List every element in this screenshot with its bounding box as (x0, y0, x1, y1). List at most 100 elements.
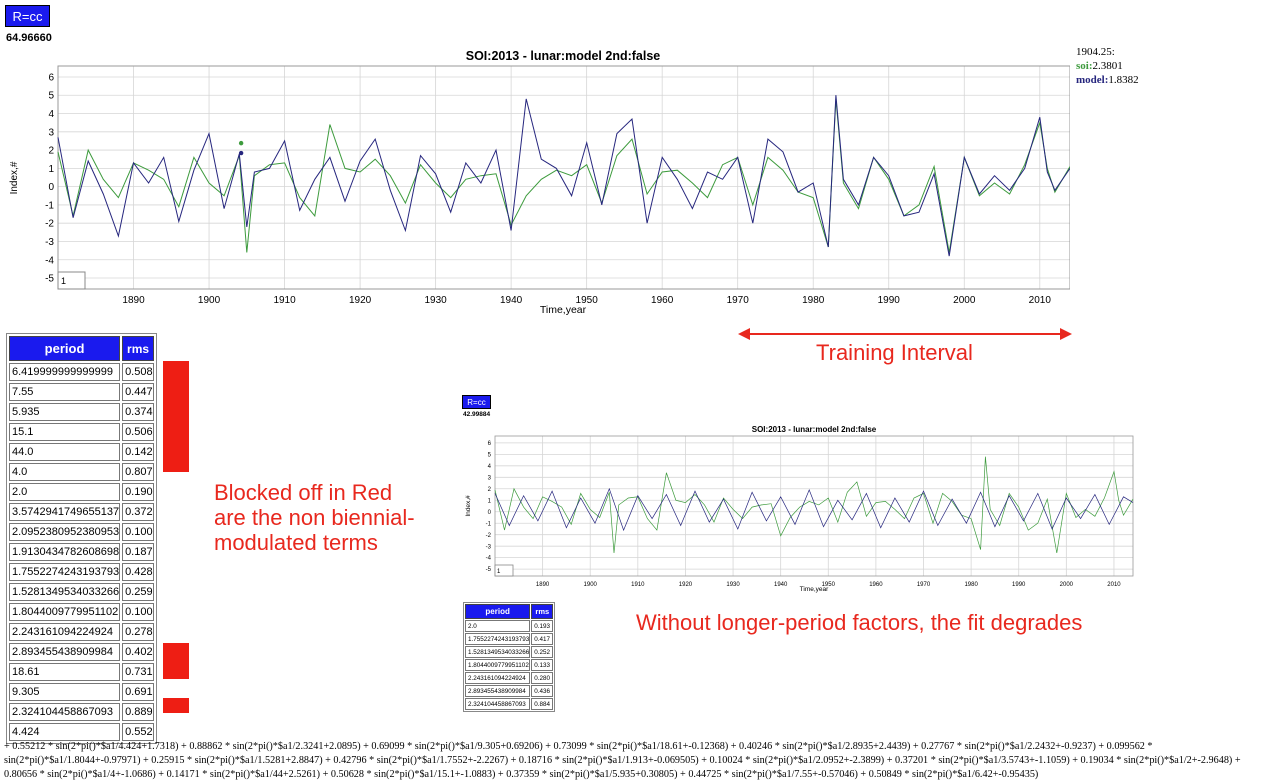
inset-col-header-rms: rms (531, 604, 554, 619)
inset-r-value: 42.99884 (463, 411, 491, 418)
main-table-row: 3.5742941749655137 0.372 (9, 503, 155, 521)
inset-y-axis-label: Index,# (465, 495, 472, 517)
inset-xtick-label: 1940 (774, 582, 788, 588)
main-table-rms-cell: 0.889 (122, 703, 155, 721)
inset-rcc-button[interactable]: R=cc (462, 395, 491, 409)
main-table-rms-cell: 0.100 (122, 523, 155, 541)
main-table-row: 2.243161094224924 0.278 (9, 623, 155, 641)
legend-soi-row: soi:2.3801 (1076, 59, 1139, 73)
main-xtick-label: 1970 (727, 295, 750, 306)
main-period-table: period rms 6.419999999999999 0.508 7.55 0.4… (6, 333, 158, 744)
inset-xtick-label: 1950 (822, 582, 836, 588)
legend-soi-label: soi: (1076, 60, 1093, 72)
main-table-period-cell: 7.55 (9, 383, 121, 401)
inset-ytick-label: 6 (488, 441, 492, 447)
inset-table-row: 2.243161094224924 0.280 (465, 672, 554, 684)
main-corner-box[interactable] (57, 271, 86, 290)
main-ytick-label: -3 (45, 237, 54, 248)
red-block-3 (163, 698, 189, 713)
inset-table-row: 1.5281349534033266 0.252 (465, 646, 554, 658)
main-table-period-cell: 2.324104458867093 (9, 703, 121, 721)
main-table-row: 4.0 0.807 (9, 463, 155, 481)
inset-xtick-label: 1920 (679, 582, 693, 588)
main-xtick-label: 1990 (878, 295, 901, 306)
main-table-rms-cell: 0.372 (122, 503, 155, 521)
main-soi-line (57, 98, 1070, 253)
inset-xtick-label: 2010 (1107, 582, 1121, 588)
inset-xtick-label: 1960 (869, 582, 883, 588)
main-ytick-label: -2 (45, 219, 54, 230)
training-interval-arrow (738, 328, 1072, 340)
rcc-button[interactable]: R=cc (5, 5, 50, 27)
main-xtick-label: 1920 (349, 295, 372, 306)
main-table-row: 2.893455438909984 0.402 (9, 643, 155, 661)
inset-xtick-label: 1990 (1012, 582, 1026, 588)
inset-chart-title: SOI:2013 - lunar:model 2nd:false (752, 425, 877, 434)
inset-table-rms-cell: 0.436 (531, 685, 554, 697)
inset-table-row: 2.324104458867093 0.884 (465, 698, 554, 710)
main-table-period-cell: 4.0 (9, 463, 121, 481)
main-xtick-label: 1900 (198, 295, 221, 306)
main-ytick-label: -5 (45, 274, 54, 285)
inset-chart: SOI:2013 - lunar:model 2nd:false -5-4-3-… (465, 425, 1134, 593)
inset-tick-labels: -5 -4 -3 -2 -1 0 1 2 3 4 5 6 1890 1900 1910 1920 1930 194… (486, 441, 1122, 588)
main-ytick-label: -1 (45, 200, 54, 211)
main-table-period-cell: 2.893455438909984 (9, 643, 121, 661)
main-xtick-label: 1940 (500, 295, 523, 306)
main-table-row: 7.55 0.447 (9, 383, 155, 401)
inset-table-period-cell: 1.8044009779951102 (465, 659, 531, 671)
main-table-period-cell: 1.8044009779951102 (9, 603, 121, 621)
inset-table-period-cell: 1.5281349534033266 (465, 646, 531, 658)
col-header-period: period (9, 336, 121, 361)
main-xtick-label: 2000 (953, 295, 976, 306)
legend-model-row: model:1.8382 (1076, 73, 1139, 87)
col-header-rms: rms (122, 336, 155, 361)
inset-xtick-label: 1930 (726, 582, 740, 588)
legend-time: 1904.25: (1076, 46, 1115, 58)
main-table-period-cell: 2.0 (9, 483, 121, 501)
model-formula: + 0.55212 * sin(2*pi()*$a1/4.424+1.7318)… (4, 741, 1241, 780)
main-table-period-cell: 6.419999999999999 (9, 363, 121, 381)
main-chart: SOI:2013 - lunar:model 2nd:false -5-4-3-… (9, 49, 1070, 316)
main-table-rms-cell: 0.807 (122, 463, 155, 481)
inset-corner-box-text: 1 (497, 569, 501, 575)
main-ytick-label: 0 (48, 182, 54, 193)
main-table-period-cell: 44.0 (9, 443, 121, 461)
main-xtick-label: 1930 (424, 295, 447, 306)
main-table-rms-cell: 0.428 (122, 563, 155, 581)
main-table-rms-cell: 0.506 (122, 423, 155, 441)
inset-xtick-label: 1890 (536, 582, 550, 588)
main-xtick-label: 1950 (576, 295, 599, 306)
inset-series-group (494, 456, 1134, 554)
main-table-row: 9.305 0.691 (9, 683, 155, 701)
inset-table-row: 2.0 0.193 (465, 620, 554, 632)
main-table-row: 2.0 0.190 (9, 483, 155, 501)
inset-table-period-cell: 2.243161094224924 (465, 672, 531, 684)
red-block-2 (163, 643, 189, 679)
degrade-note: Without longer-period factors, the fit d… (636, 610, 1083, 635)
inset-xtick-label: 1910 (631, 582, 645, 588)
inset-table-row: 1.7552274243193793 0.417 (465, 633, 554, 645)
main-xtick-label: 1980 (802, 295, 825, 306)
red-block-1 (163, 361, 189, 472)
main-table-period-cell: 18.61 (9, 663, 121, 681)
main-table-row: 1.9130434782608698 0.187 (9, 543, 155, 561)
hover-legend: 1904.25: soi:2.3801 model:1.8382 (1076, 45, 1139, 87)
main-table-rms-cell: 0.278 (122, 623, 155, 641)
main-y-axis-label: Index,# (9, 161, 20, 194)
inset-ytick-label: -5 (486, 567, 492, 573)
legend-model-label: model: (1076, 74, 1109, 86)
main-table-period-cell: 2.0952380952380953 (9, 523, 121, 541)
rcc-button-label: R=cc (12, 8, 43, 24)
main-table-rms-cell: 0.731 (122, 663, 155, 681)
main-ytick-label: 4 (48, 109, 54, 120)
r-value: 64.96660 (6, 32, 52, 44)
inset-ytick-label: -1 (486, 521, 492, 527)
inset-table-rms-cell: 0.884 (531, 698, 554, 710)
inset-period-table: period rms 2.0 0.193 1.7552274243193793 0.4… (463, 602, 556, 712)
main-xtick-label: 1960 (651, 295, 674, 306)
inset-corner-box[interactable] (494, 564, 514, 577)
main-corner-box-text: 1 (61, 276, 66, 286)
inset-xtick-label: 1900 (584, 582, 598, 588)
blocked-note-line-2: are the non biennial- (214, 505, 415, 530)
